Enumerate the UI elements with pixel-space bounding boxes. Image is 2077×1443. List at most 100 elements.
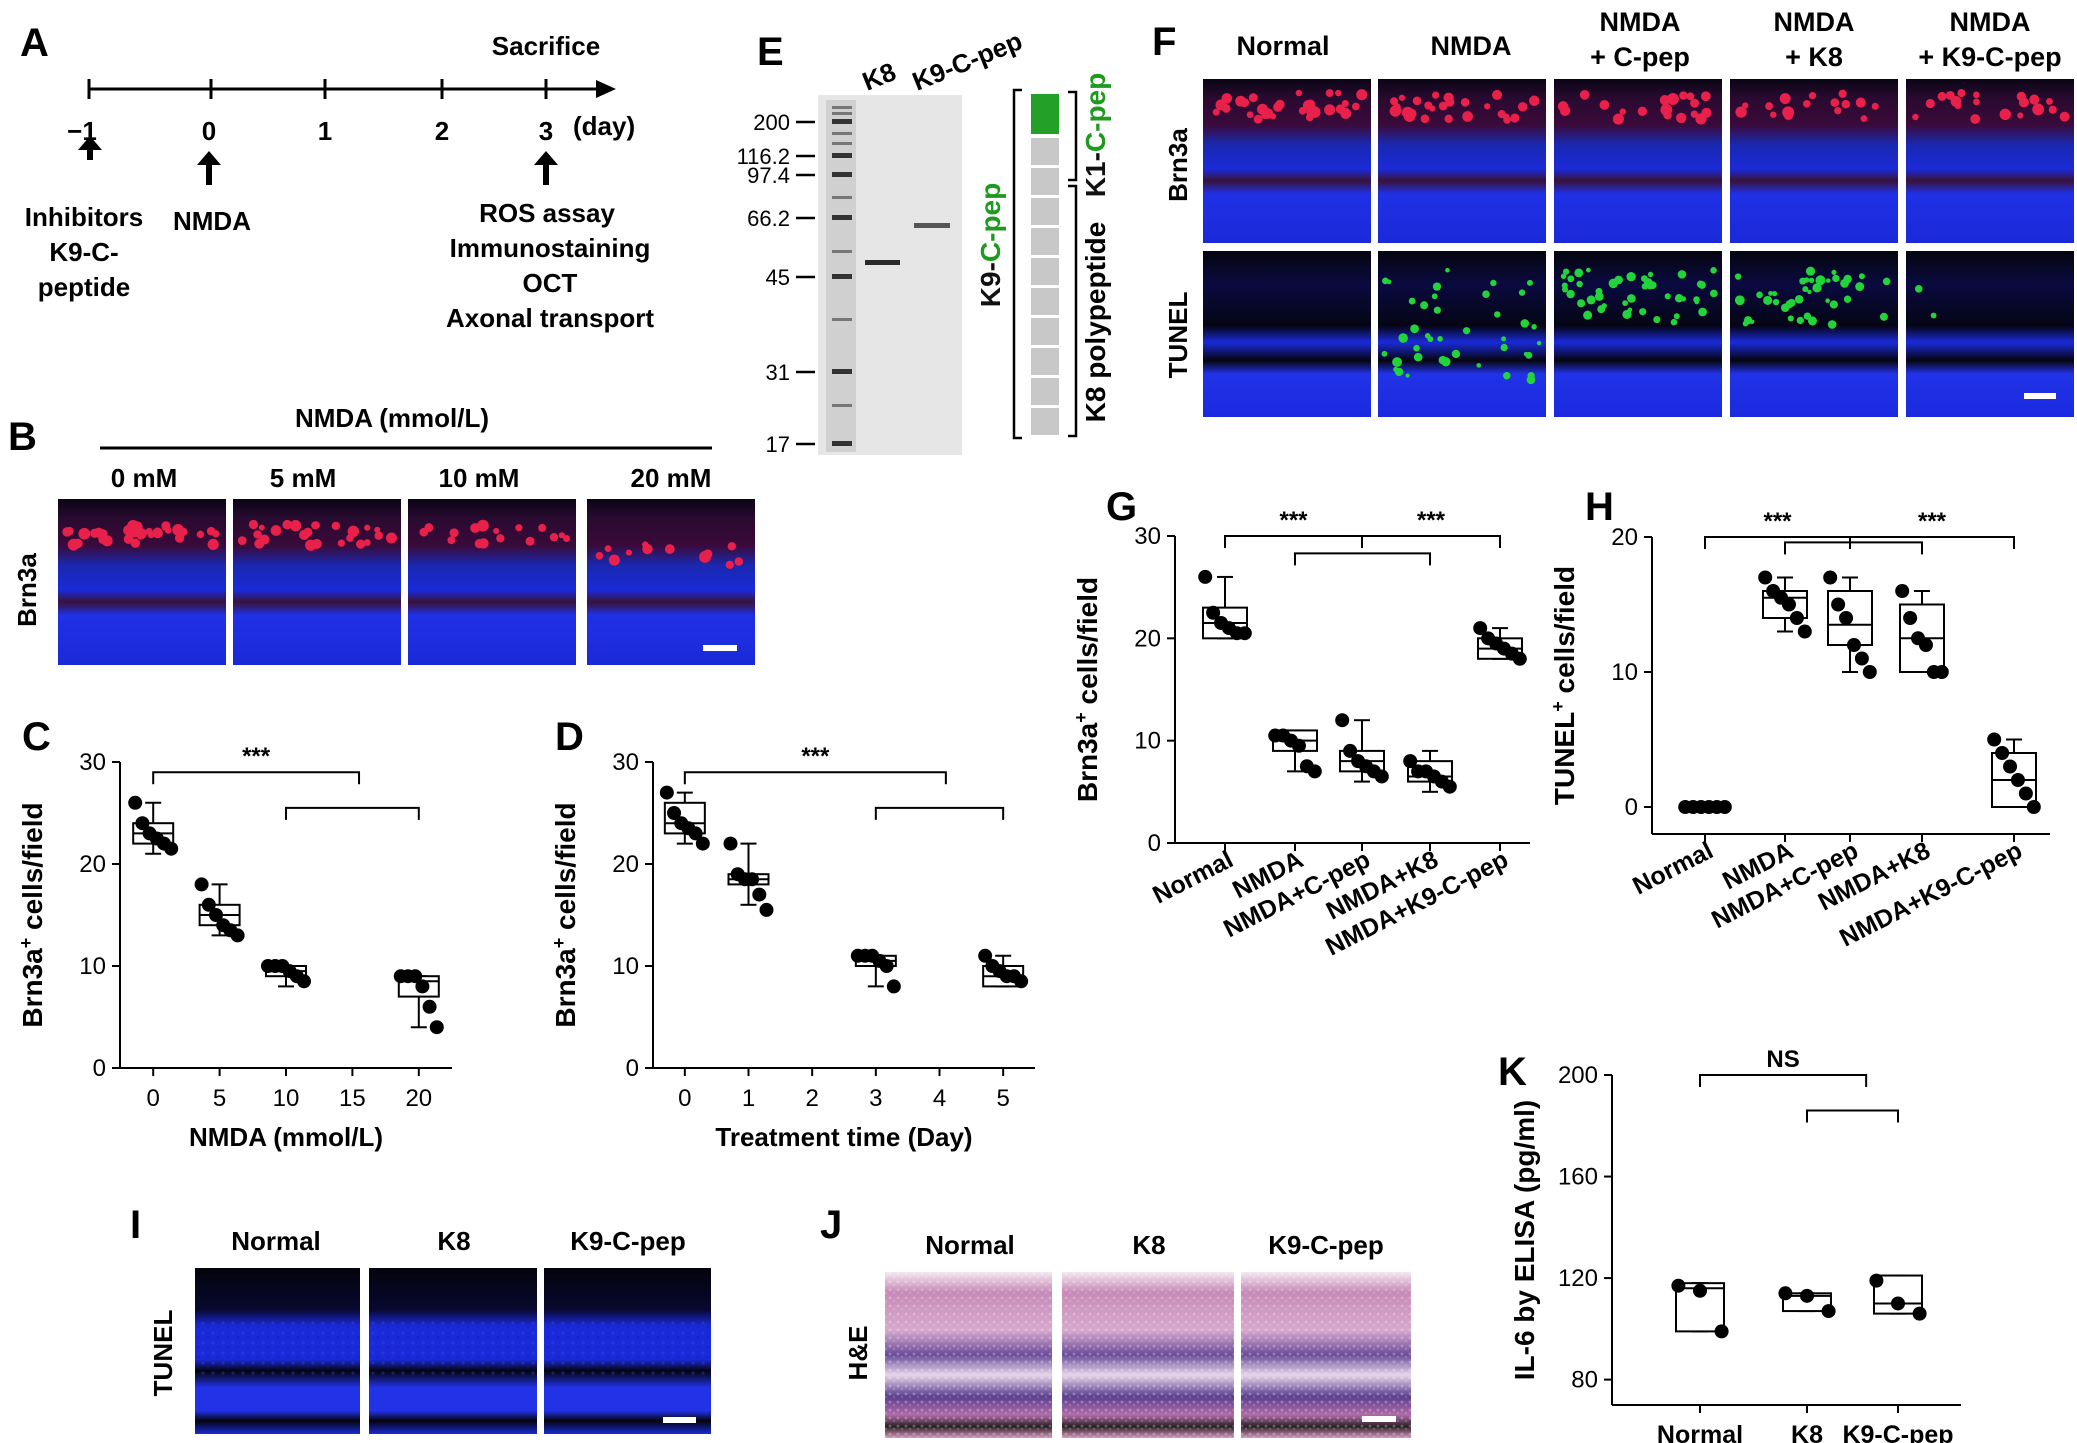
- data-point: [1918, 638, 1933, 652]
- tunel-cell: [1794, 294, 1804, 304]
- brn3a-cell: [196, 530, 205, 539]
- brn3a-cell: [1390, 97, 1399, 106]
- brn3a-cell: [424, 523, 434, 533]
- tunel-cell: [1787, 315, 1794, 322]
- tunel-cell: [1763, 295, 1773, 306]
- bracket-k1: [1068, 90, 1078, 182]
- brn3a-cell: [282, 519, 293, 530]
- data-point: [2003, 759, 2018, 774]
- k9cpep-vertical-label: K9-C-pep: [975, 183, 1006, 307]
- tunel-cell: [1482, 290, 1490, 299]
- brn3a-cell: [474, 538, 485, 549]
- brn3a-cell: [525, 536, 535, 546]
- timeline-ticks: [87, 79, 548, 99]
- brn3a-cell: [727, 542, 737, 551]
- significance-label: ***: [242, 743, 271, 770]
- brn3a-cell: [1221, 103, 1231, 113]
- tunel-cell: [1626, 271, 1636, 282]
- construct-block: [1031, 228, 1059, 255]
- data-point: [408, 969, 423, 984]
- tunel-cell: [1808, 277, 1815, 284]
- brn3a-cell: [337, 539, 346, 547]
- data-point: [1995, 746, 2010, 760]
- brn3a-cell: [206, 526, 216, 536]
- tunel-cell: [1831, 269, 1837, 275]
- panel-letter-k: K: [1498, 1050, 1527, 1094]
- timeline-ros: ROS assay: [479, 198, 615, 228]
- k9cpep-label-b: C-pep: [975, 183, 1006, 262]
- tunel-cell: [1653, 316, 1661, 324]
- panel-j-row-label: H&E: [843, 1326, 873, 1381]
- data-point: [879, 959, 894, 973]
- brn3a-cell: [493, 527, 500, 534]
- data-point: [667, 806, 682, 820]
- panel-i-row-label: TUNEL: [148, 1310, 178, 1397]
- tunel-cell: [1393, 366, 1399, 372]
- panel-i-col-2: K9-C-pep: [570, 1226, 686, 1256]
- micrograph-20mm: [587, 499, 755, 665]
- tunel-cell: [1431, 293, 1438, 300]
- tunel-cell: [1639, 308, 1647, 316]
- brn3a-cell: [1510, 113, 1520, 123]
- y-tick-label: 30: [79, 749, 106, 776]
- y-label-prefix: Brn3a: [550, 948, 581, 1028]
- ladder-label: 45: [766, 265, 790, 290]
- brn3a-cell: [1351, 102, 1360, 111]
- micrograph-i-normal-texture: [195, 1315, 360, 1375]
- tunel-cell: [1812, 283, 1822, 293]
- brn3a-cell: [642, 543, 653, 555]
- tunel-cell: [1413, 352, 1423, 362]
- y-axis-label: Brn3a+ cells/field: [16, 802, 48, 1027]
- brn3a-cell: [2032, 103, 2045, 116]
- timeline-day-3: 3: [539, 116, 553, 146]
- panel-i-col-0: Normal: [231, 1226, 321, 1256]
- data-point: [1671, 1278, 1686, 1293]
- brn3a-cell: [725, 560, 734, 570]
- tunel-cell: [1536, 340, 1542, 346]
- timeline-day-1: 1: [318, 116, 332, 146]
- brn3a-cell: [1803, 100, 1811, 108]
- brn3a-cell: [1462, 111, 1473, 122]
- y-tick-label: 30: [1134, 523, 1161, 550]
- data-point: [752, 887, 767, 902]
- significance-bracket: [1224, 535, 1363, 548]
- ladder-band: [832, 196, 852, 199]
- y-label-sup: +: [16, 938, 36, 949]
- y-label-prefix: Brn3a: [1072, 722, 1103, 802]
- panel-f-col-header: + C-pep: [1590, 42, 1690, 72]
- brn3a-cell: [563, 535, 571, 542]
- x-tick-label: 5: [213, 1085, 226, 1112]
- brn3a-cell: [1248, 93, 1258, 103]
- brn3a-cell: [1324, 106, 1332, 113]
- chart-g: 0102030NormalNMDANMDA+C-pepNMDA+K8NMDA+K…: [1071, 507, 1530, 961]
- data-point: [1934, 665, 1949, 679]
- tunel-cell: [1398, 333, 1408, 343]
- tunel-cell: [1805, 266, 1816, 276]
- tunel-cell: [1734, 273, 1742, 280]
- x-tick-label: Normal: [1148, 845, 1237, 909]
- brn3a-cell: [699, 551, 711, 563]
- tunel-cell: [1677, 270, 1687, 279]
- ladder-band: [832, 274, 852, 279]
- x-tick-label: 0: [147, 1085, 160, 1112]
- brn3a-cell: [270, 525, 282, 536]
- brn3a-cell: [1325, 89, 1334, 98]
- y-tick-label: 20: [612, 851, 639, 878]
- brn3a-cell: [1770, 111, 1777, 118]
- data-point: [1854, 651, 1869, 666]
- tunel-cell: [1503, 371, 1511, 380]
- significance-bracket: [683, 771, 947, 785]
- brn3a-cell: [1484, 103, 1491, 110]
- tunel-cell: [1840, 279, 1849, 288]
- micrograph-i-k8-texture: [369, 1315, 537, 1375]
- panel-letter-f: F: [1152, 20, 1176, 64]
- ladder-label: 116.2: [737, 144, 790, 169]
- ladder-label: 31: [766, 360, 790, 385]
- significance-bracket: [285, 806, 420, 820]
- tunel-cell: [1694, 299, 1699, 305]
- y-label-prefix: Brn3a: [17, 948, 48, 1028]
- data-point: [886, 979, 901, 994]
- panel-f-headers: Normal NMDA NMDA + C-pep NMDA + K8 NMDA + K9-C-…: [1236, 7, 2061, 72]
- brn3a-cell: [1855, 97, 1866, 108]
